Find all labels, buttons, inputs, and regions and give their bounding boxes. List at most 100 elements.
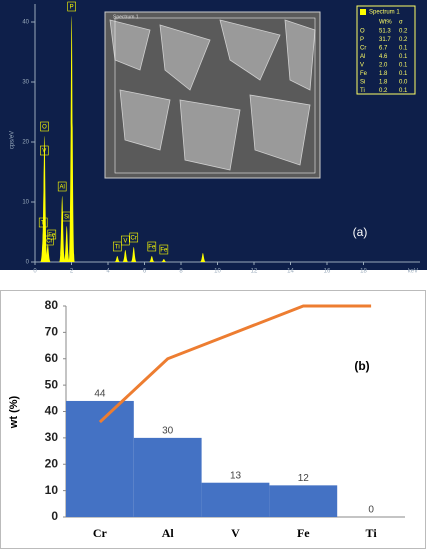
peak-label: P [70, 5, 74, 11]
table-cell: 0.1 [399, 63, 408, 69]
x-tick-label: V [231, 526, 240, 540]
table-cell: Fe [360, 71, 368, 77]
y-tick-label: 60 [45, 351, 59, 365]
table-cell: 1.8 [379, 80, 388, 86]
table-cell: 4.6 [379, 54, 388, 60]
y-tick-label: 30 [45, 430, 59, 444]
data-label: 0 [368, 505, 374, 516]
y-axis-label: wt (%) [8, 395, 20, 429]
peak-label: Fe [148, 245, 156, 251]
peak [59, 196, 66, 262]
peak-label-box [159, 244, 169, 255]
bar [66, 400, 134, 517]
peak [63, 226, 70, 262]
table-cell: 0.1 [399, 54, 408, 60]
y-tick-label: 20 [45, 456, 59, 470]
peak-label-box [45, 235, 54, 246]
table-cell: 0.2 [379, 88, 388, 94]
table-cell: P [360, 37, 364, 43]
panel-label: (b) [354, 359, 369, 373]
peak-label-box [40, 121, 49, 132]
data-label: 12 [298, 473, 310, 484]
x-tick-label: 16 [324, 269, 331, 275]
peak [114, 256, 121, 262]
x-tick-label: 4 [106, 269, 110, 275]
y-tick-label: 40 [45, 404, 59, 418]
y-tick-label: 20 [22, 140, 29, 146]
peak-label: Cr [46, 239, 52, 245]
table-cell: 31.7 [379, 37, 391, 43]
table-cell: Ti [360, 88, 365, 94]
x-tick-label: 6 [143, 269, 147, 275]
table-cell: 0.1 [399, 71, 408, 77]
table-cell: 51.3 [379, 29, 391, 35]
data-label: 13 [230, 470, 242, 481]
table-box [356, 5, 416, 95]
y-tick-label: 30 [22, 80, 29, 86]
x-tick-label: Fe [297, 526, 310, 540]
y-tick-label: 0 [26, 260, 30, 266]
x-tick-label: 10 [214, 269, 221, 275]
peak-label: Ti [115, 245, 120, 251]
table-cell: 0.2 [399, 29, 408, 35]
x-tick-label: 14 [287, 269, 294, 275]
y-tick-label: 10 [22, 200, 29, 206]
peak-label: V [123, 239, 127, 245]
x-tick-label: 0 [33, 269, 37, 275]
peak-label: Fe [48, 233, 56, 239]
peak [130, 247, 137, 262]
x-tick-label: 8 [179, 269, 183, 275]
bar [201, 482, 270, 517]
x-tick-label: 12 [251, 269, 258, 275]
peak [68, 16, 75, 262]
table-cell: O [360, 29, 365, 35]
table-header: Wt% [379, 20, 392, 26]
peak-label-box [47, 229, 57, 240]
sem-image [104, 11, 321, 179]
table-header: σ [399, 20, 403, 26]
table-cell: 0.0 [399, 80, 408, 86]
peak-label-box [57, 181, 67, 192]
panel-label: (a) [353, 225, 368, 239]
peak [160, 259, 167, 262]
peak-label-box [113, 241, 122, 252]
x-tick-label: 2 [70, 269, 74, 275]
peak [122, 250, 129, 262]
data-label: 30 [162, 426, 174, 437]
peak-label: Si [64, 215, 69, 221]
peak-label-box [147, 241, 157, 252]
y-tick-label: 0 [51, 509, 58, 523]
y-tick-label: 10 [45, 483, 59, 497]
table-cell: Si [360, 80, 365, 86]
peak [44, 244, 51, 262]
inset-label: Spectrum 1 [113, 14, 139, 20]
peak-label-box [129, 232, 139, 243]
peak [148, 256, 155, 262]
x-axis-label: keV [408, 269, 418, 275]
x-tick-label: Cr [93, 526, 108, 540]
table-cell: 1.8 [379, 71, 388, 77]
y-tick-label: 70 [45, 325, 59, 339]
peak-label-box [40, 145, 49, 156]
y-tick-label: 80 [45, 298, 59, 312]
table-cell: 2.0 [379, 63, 388, 69]
x-tick-label: Al [162, 526, 175, 540]
x-tick-label: Ti [366, 526, 378, 540]
peak-label-box [67, 1, 76, 12]
table-cell: Al [360, 54, 365, 60]
table-cell: Cr [360, 46, 366, 52]
peak-label: Cr [131, 236, 137, 242]
y-tick-label: 50 [45, 377, 59, 391]
y-axis-label: cps/eV [10, 131, 16, 149]
y-tick-label: 40 [22, 20, 29, 26]
bar [133, 437, 202, 517]
table-swatch [360, 9, 366, 15]
peak-label: O [42, 125, 47, 131]
x-tick-label: 18 [360, 269, 367, 275]
peak-label-box [121, 235, 130, 246]
table-cell: 0.2 [399, 37, 408, 43]
peak [199, 253, 206, 262]
bar [269, 485, 338, 517]
